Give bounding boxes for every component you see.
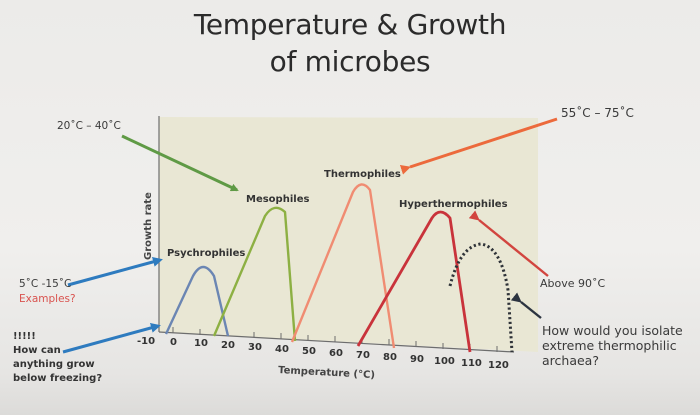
svg-text:90: 90 <box>410 354 424 365</box>
label-psychrophiles: Psychrophiles <box>167 248 245 259</box>
svg-text:10: 10 <box>194 338 208 349</box>
annotation-below-freezing: !!!!! How can anything grow below freezi… <box>13 330 102 386</box>
svg-text:100: 100 <box>434 356 455 367</box>
svg-text:120: 120 <box>488 360 509 371</box>
extreme-archaea-dotted-curve <box>448 242 514 353</box>
freezing-question-line-1: How can <box>13 345 61 356</box>
svg-text:50: 50 <box>302 346 316 357</box>
svg-text:70: 70 <box>356 350 370 361</box>
x-tick-labels: -10 0 10 20 30 40 50 60 70 80 90 100 110… <box>137 336 509 371</box>
freezing-question-line-2: anything grow <box>13 359 95 370</box>
x-axis <box>158 331 515 353</box>
archaea-question-line-2: extreme thermophilic <box>542 338 677 353</box>
hyperthermophiles-curve <box>356 210 472 353</box>
mesophiles-curve <box>212 206 297 342</box>
annotation-thermophile-range: 55˚C – 75˚C <box>561 106 634 120</box>
svg-text:60: 60 <box>329 348 343 359</box>
thermophiles-curve <box>290 183 396 349</box>
svg-text:20: 20 <box>221 340 235 351</box>
arrow-below-freezing-icon <box>62 323 161 354</box>
svg-text:0: 0 <box>170 337 177 348</box>
freezing-exclaim: !!!!! <box>13 331 36 342</box>
svg-text:-10: -10 <box>137 336 155 347</box>
title-line-2: of microbes <box>269 45 431 78</box>
annotation-mesophile-range: 20˚C – 40˚C <box>57 120 121 132</box>
arrow-psychrophiles-icon <box>67 257 163 287</box>
arrow-mesophiles-icon <box>121 134 239 192</box>
slide-title: Temperature & Growth of microbes <box>150 6 550 80</box>
annotation-archaea-question: How would you isolate extreme thermophil… <box>542 323 683 368</box>
archaea-question-line-3: archaea? <box>542 353 599 368</box>
freezing-question-line-3: below freezing? <box>13 373 103 384</box>
svg-text:110: 110 <box>461 358 482 369</box>
annotation-hyperthermophile-range: Above 90˚C <box>540 277 606 290</box>
y-axis-title: Growth rate <box>143 192 154 260</box>
plot-area <box>159 117 538 352</box>
arrow-archaea-icon <box>510 292 542 319</box>
psychrophiles-curve <box>164 265 230 337</box>
arrow-thermophiles-icon <box>399 117 558 175</box>
svg-text:40: 40 <box>275 344 289 355</box>
label-hyperthermophiles: Hyperthermophiles <box>399 199 508 210</box>
archaea-question-line-1: How would you isolate <box>542 323 683 338</box>
arrow-hyperthermophiles-icon <box>468 210 549 277</box>
svg-text:30: 30 <box>248 342 262 353</box>
svg-text:80: 80 <box>383 352 397 363</box>
label-mesophiles: Mesophiles <box>246 194 309 205</box>
label-thermophiles: Thermophiles <box>324 169 401 180</box>
x-axis-title: Temperature (°C) <box>278 365 375 381</box>
annotation-examples-question: Examples? <box>19 293 76 305</box>
title-line-1: Temperature & Growth <box>193 8 507 41</box>
annotation-psychrophile-range: 5˚C -15˚C <box>19 278 72 290</box>
